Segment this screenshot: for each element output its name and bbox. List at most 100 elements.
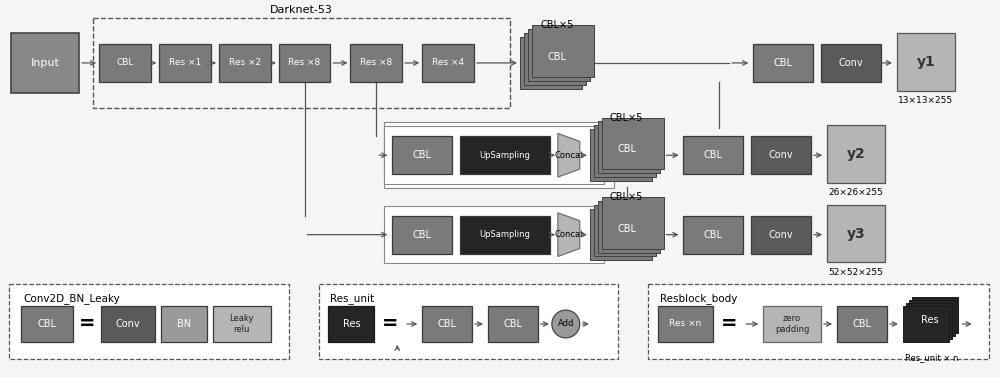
Bar [821, 44, 881, 82]
Text: CBL×5: CBL×5 [610, 112, 643, 123]
Text: Concat: Concat [554, 151, 583, 160]
Text: CBL×5: CBL×5 [610, 192, 643, 202]
Bar [602, 118, 664, 169]
Text: 13×13×255: 13×13×255 [898, 96, 953, 105]
Bar [219, 44, 271, 82]
Text: =: = [382, 314, 399, 334]
Text: y3: y3 [847, 227, 865, 241]
Bar [602, 197, 664, 248]
Text: Conv: Conv [769, 150, 794, 160]
Text: Res ×8: Res ×8 [360, 58, 392, 67]
Bar [837, 306, 887, 342]
Text: CBL: CBL [704, 230, 723, 240]
Text: Res ×2: Res ×2 [229, 58, 261, 67]
Bar [658, 306, 713, 342]
Bar [384, 123, 614, 188]
Text: UpSampling: UpSampling [480, 230, 530, 239]
Text: CBL: CBL [617, 144, 636, 154]
Bar [319, 284, 618, 359]
Text: Res ×4: Res ×4 [432, 58, 464, 67]
Bar [279, 44, 330, 82]
Bar [384, 126, 604, 184]
Text: Res: Res [343, 319, 360, 329]
Bar [460, 136, 550, 174]
Bar [648, 284, 989, 359]
Bar [93, 18, 510, 107]
Polygon shape [558, 133, 580, 177]
Bar [9, 284, 289, 359]
Text: CBL: CBL [413, 150, 432, 160]
Bar [906, 303, 952, 339]
Bar [524, 33, 586, 85]
Bar [11, 33, 79, 93]
Bar [422, 44, 474, 82]
Bar [683, 216, 743, 253]
Text: Darknet-53: Darknet-53 [270, 5, 333, 15]
Bar [590, 209, 652, 261]
Bar [598, 201, 660, 253]
Text: Res_unit: Res_unit [330, 293, 375, 303]
Bar [328, 306, 374, 342]
Text: Res ×n: Res ×n [669, 319, 702, 328]
Text: Res_unit × n: Res_unit × n [905, 353, 958, 362]
Bar [827, 126, 885, 183]
Bar [528, 29, 590, 81]
Text: CBL: CBL [413, 230, 432, 240]
Text: =: = [79, 314, 95, 334]
Text: Conv: Conv [769, 230, 794, 240]
Bar [753, 44, 813, 82]
Text: UpSampling: UpSampling [480, 151, 530, 160]
Text: CBL: CBL [774, 58, 793, 68]
Bar [99, 44, 151, 82]
Text: Conv: Conv [839, 58, 863, 68]
Text: 26×26×255: 26×26×255 [829, 188, 883, 198]
Bar [912, 297, 958, 333]
Bar [532, 25, 594, 77]
Text: Input: Input [31, 58, 60, 68]
Text: Res ×8: Res ×8 [288, 58, 321, 67]
Bar [392, 136, 452, 174]
Bar [598, 121, 660, 173]
Bar [827, 205, 885, 262]
Circle shape [552, 310, 580, 338]
Bar [101, 306, 155, 342]
Bar [350, 44, 402, 82]
Bar [594, 205, 656, 256]
Text: CBL×5: CBL×5 [540, 20, 574, 30]
Text: Concat: Concat [554, 230, 583, 239]
Bar [21, 306, 73, 342]
Text: =: = [721, 314, 738, 334]
Bar [161, 306, 207, 342]
Bar [763, 306, 821, 342]
Text: CBL: CBL [116, 58, 134, 67]
Text: Leaky
relu: Leaky relu [229, 314, 254, 334]
Bar [909, 300, 955, 336]
Text: CBL: CBL [38, 319, 57, 329]
Text: Conv: Conv [116, 319, 140, 329]
Text: Add: Add [558, 319, 574, 328]
Bar [213, 306, 271, 342]
Text: CBL: CBL [852, 319, 871, 329]
Text: zero
padding: zero padding [775, 314, 809, 334]
Bar [460, 216, 550, 253]
Text: Res: Res [921, 315, 939, 325]
Bar [384, 130, 614, 176]
Text: y1: y1 [916, 55, 935, 69]
Bar [751, 216, 811, 253]
Bar [422, 306, 472, 342]
Bar [159, 44, 211, 82]
Text: BN: BN [177, 319, 191, 329]
Text: 52×52×255: 52×52×255 [829, 268, 883, 277]
Text: CBL: CBL [547, 52, 566, 62]
Bar [897, 33, 955, 91]
Bar [683, 136, 743, 174]
Text: CBL: CBL [503, 319, 522, 329]
Bar [520, 37, 582, 89]
Bar [384, 206, 604, 264]
Text: CBL: CBL [617, 224, 636, 234]
Bar [590, 129, 652, 181]
Bar [903, 306, 949, 342]
Text: Conv2D_BN_Leaky: Conv2D_BN_Leaky [23, 293, 120, 303]
Text: Resblock_body: Resblock_body [660, 293, 737, 303]
Bar [392, 216, 452, 253]
